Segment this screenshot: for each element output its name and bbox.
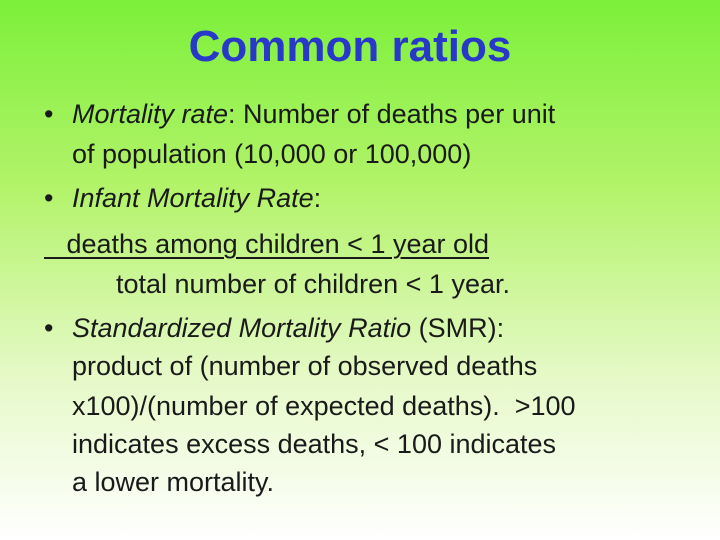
term-mortality-rate: Mortality rate xyxy=(72,99,229,129)
term-infant-mortality-rate: Infant Mortality Rate xyxy=(72,183,314,213)
bullet-smr-line3: x100)/(number of expected deaths). >100 xyxy=(72,391,576,421)
bullet-mortality-rate-line1: Mortality rate: Number of deaths per uni… xyxy=(72,98,555,130)
bullet-smr-line2: product of (number of observed deaths xyxy=(72,351,538,381)
smr-abbrev: (SMR): xyxy=(411,313,505,343)
bullet-smr-line5: a lower mortality. xyxy=(72,467,275,497)
colon: : xyxy=(313,183,322,213)
fraction-denominator: total number of children < 1 year. xyxy=(116,269,510,299)
fraction-numerator: deaths among children < 1 year old xyxy=(44,229,490,259)
mortality-rate-definition: : Number of deaths per unit xyxy=(228,99,556,129)
bullet-marker: • xyxy=(44,313,54,343)
bullet-mortality-rate-line2: of population (10,000 or 100,000) xyxy=(72,139,472,169)
bullet-marker: • xyxy=(44,183,54,213)
bullet-smr-line1: Standardized Mortality Ratio (SMR): xyxy=(72,312,504,344)
bullet-marker: • xyxy=(44,99,54,129)
term-smr: Standardized Mortality Ratio xyxy=(72,313,412,343)
slide-title: Common ratios xyxy=(188,22,512,71)
bullet-infant-mortality-line1: Infant Mortality Rate: xyxy=(72,182,321,214)
bullet-smr-line4: indicates excess deaths, < 100 indicates xyxy=(72,429,557,459)
